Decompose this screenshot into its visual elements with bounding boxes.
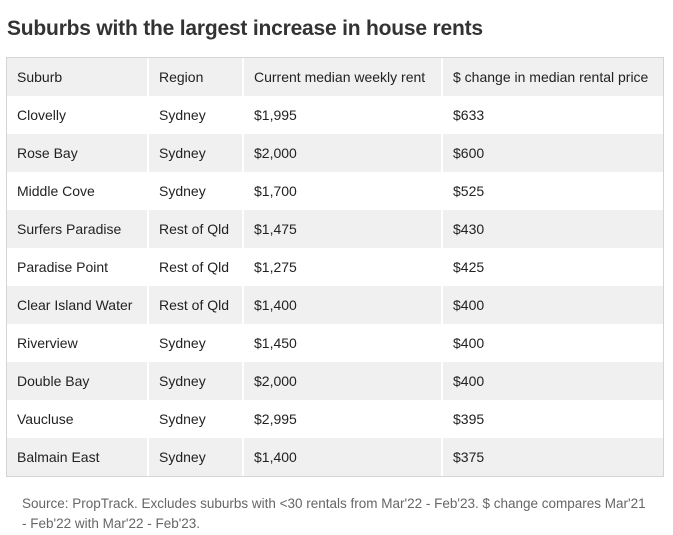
table-row: Vaucluse Sydney $2,995 $395 — [7, 400, 663, 438]
cell-region: Sydney — [148, 324, 244, 362]
header-current-median-weekly-rent: Current median weekly rent — [243, 58, 443, 96]
cell-current-rent: $1,475 — [243, 210, 443, 248]
cell-region: Sydney — [148, 172, 244, 210]
table-row: Paradise Point Rest of Qld $1,275 $425 — [7, 248, 663, 286]
cell-current-rent: $1,400 — [243, 438, 443, 476]
cell-region: Sydney — [148, 362, 244, 400]
header-suburb: Suburb — [7, 58, 149, 96]
header-change-in-median-rental-price: $ change in median rental price — [453, 69, 649, 85]
header-region: Region — [148, 58, 244, 96]
cell-suburb: Paradise Point — [7, 248, 149, 286]
cell-rent-change: $600 — [453, 145, 485, 161]
table-header: Suburb Region Current median weekly rent… — [7, 58, 663, 96]
cell-rent-change: $400 — [453, 335, 485, 351]
cell-rent-change: $633 — [453, 107, 485, 123]
cell-rent-change: $400 — [453, 297, 485, 313]
cell-suburb: Rose Bay — [7, 134, 149, 172]
cell-rent-change: $430 — [453, 221, 485, 237]
cell-current-rent: $1,400 — [243, 286, 443, 324]
cell-region: Rest of Qld — [148, 210, 244, 248]
cell-suburb: Middle Cove — [7, 172, 149, 210]
table-row: Balmain East Sydney $1,400 $375 — [7, 438, 663, 476]
cell-suburb: Surfers Paradise — [7, 210, 149, 248]
table-row: Middle Cove Sydney $1,700 $525 — [7, 172, 663, 210]
cell-region: Sydney — [148, 96, 244, 134]
cell-current-rent: $2,000 — [243, 134, 443, 172]
table-row: Clear Island Water Rest of Qld $1,400 $4… — [7, 286, 663, 324]
table-row: Clovelly Sydney $1,995 $633 — [7, 96, 663, 134]
cell-rent-change: $425 — [453, 259, 485, 275]
cell-current-rent: $1,995 — [243, 96, 443, 134]
source-note: Source: PropTrack. Excludes suburbs with… — [22, 496, 646, 531]
cell-region: Sydney — [148, 400, 244, 438]
cell-suburb: Clovelly — [7, 96, 149, 134]
cell-current-rent: $2,995 — [243, 400, 443, 438]
table-body: Clovelly Sydney $1,995 $633 Rose Bay Syd… — [7, 96, 663, 476]
cell-current-rent: $1,275 — [243, 248, 443, 286]
cell-suburb: Balmain East — [7, 438, 149, 476]
table-row: Surfers Paradise Rest of Qld $1,475 $430 — [7, 210, 663, 248]
table-row: Riverview Sydney $1,450 $400 — [7, 324, 663, 362]
header-row: Suburb Region Current median weekly rent… — [7, 58, 663, 96]
cell-current-rent: $1,700 — [243, 172, 443, 210]
table-row: Double Bay Sydney $2,000 $400 — [7, 362, 663, 400]
cell-suburb: Double Bay — [7, 362, 149, 400]
cell-rent-change: $525 — [453, 183, 485, 199]
rent-table-container: Suburb Region Current median weekly rent… — [6, 57, 664, 477]
cell-current-rent: $2,000 — [243, 362, 443, 400]
cell-rent-change: $400 — [453, 373, 485, 389]
cell-region: Sydney — [148, 134, 244, 172]
cell-rent-change: $375 — [453, 449, 485, 465]
rent-table: Suburb Region Current median weekly rent… — [7, 58, 663, 476]
table-row: Rose Bay Sydney $2,000 $600 — [7, 134, 663, 172]
cell-suburb: Vaucluse — [7, 400, 149, 438]
cell-suburb: Clear Island Water — [7, 286, 149, 324]
cell-region: Sydney — [148, 438, 244, 476]
cell-current-rent: $1,450 — [243, 324, 443, 362]
cell-rent-change: $395 — [453, 411, 485, 427]
table-title: Suburbs with the largest increase in hou… — [7, 17, 483, 41]
cell-region: Rest of Qld — [148, 286, 244, 324]
cell-region: Rest of Qld — [148, 248, 244, 286]
cell-suburb: Riverview — [7, 324, 149, 362]
